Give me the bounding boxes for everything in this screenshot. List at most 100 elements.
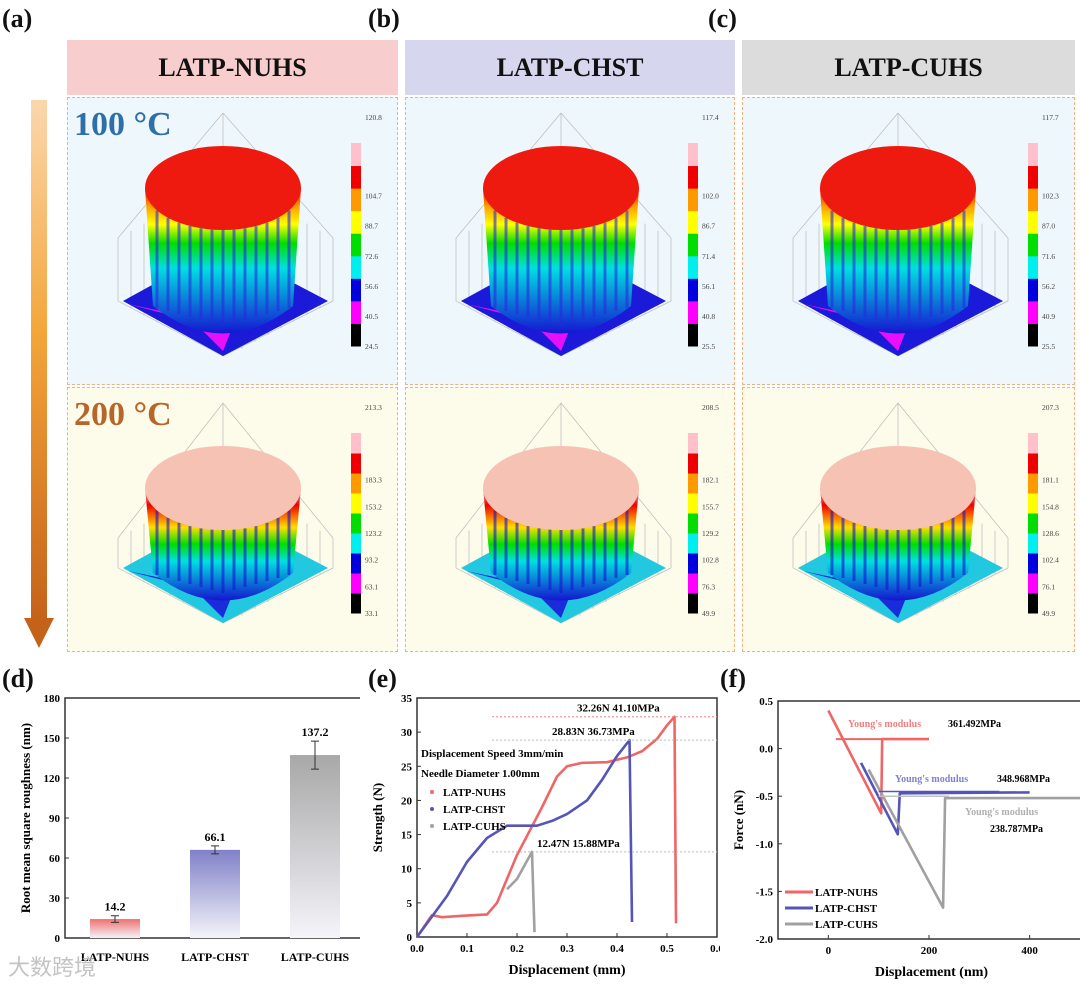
temperature-arrowhead bbox=[24, 618, 54, 648]
surface-plot: 120.8 104.7 88.7 72.6 56.6 40.5 24.5 bbox=[117, 112, 382, 357]
colorbar-segment bbox=[1028, 323, 1038, 347]
colorbar-segment bbox=[1028, 143, 1038, 167]
y-tick-label: 90 bbox=[49, 813, 61, 825]
colorbar-tick-label: 102.8 bbox=[702, 556, 719, 565]
colorbar-segment bbox=[1028, 573, 1038, 594]
colorbar-tick-label: 213.3 bbox=[365, 403, 382, 412]
colorbar-segment bbox=[351, 300, 361, 324]
colorbar-segment bbox=[351, 210, 361, 234]
colorbar-tick-label: 40.8 bbox=[702, 312, 715, 321]
colorbar-segment bbox=[1028, 513, 1038, 534]
y-tick-label: -1.0 bbox=[756, 839, 774, 851]
colorbar-segment bbox=[351, 553, 361, 574]
colorbar-segment bbox=[351, 573, 361, 594]
bar-value-label: 66.1 bbox=[205, 830, 226, 844]
colorbar-segment bbox=[1028, 553, 1038, 574]
colorbar-segment bbox=[351, 453, 361, 474]
colorbar-segment bbox=[688, 473, 698, 494]
peak-annotation: 12.47N 15.88MPa bbox=[537, 838, 620, 850]
error-bar bbox=[311, 740, 319, 770]
x-category-label: LATP-CHST bbox=[181, 950, 249, 964]
colorbar-segment bbox=[351, 278, 361, 302]
peak-annotation: 28.83N 36.73MPa bbox=[552, 726, 635, 738]
youngs-modulus-label: Young's modulus bbox=[848, 719, 921, 730]
x-tick-label: 400 bbox=[1021, 945, 1038, 957]
colorbar-tick-label: 117.7 bbox=[1042, 113, 1059, 122]
surface-panel: 117.4 102.0 86.7 71.4 56.1 40.8 25.5 bbox=[405, 97, 735, 385]
surface-plot: 117.7 102.3 87.0 71.6 56.2 40.9 25.5 bbox=[792, 112, 1059, 357]
header-cuhs: LATP-CUHS bbox=[742, 40, 1075, 95]
series-line-latp-cuhs bbox=[867, 768, 1080, 909]
legend-label: LATP-NUHS bbox=[443, 787, 506, 799]
surface-plot: 207.3 181.1 154.8 128.6 102.4 76.1 49.9 bbox=[792, 402, 1059, 624]
colorbar-segment bbox=[688, 255, 698, 279]
colorbar-segment bbox=[351, 188, 361, 212]
y-tick-label: 120 bbox=[44, 773, 61, 785]
legend-label: LATP-CHST bbox=[443, 804, 506, 816]
colorbar-tick-label: 63.1 bbox=[365, 582, 378, 591]
colorbar-tick-label: 153.2 bbox=[365, 502, 382, 511]
x-axis-label: Displacement (nm) bbox=[875, 965, 988, 980]
legend-marker bbox=[430, 807, 434, 811]
x-tick-label: 0.4 bbox=[610, 943, 624, 955]
surface-top bbox=[483, 446, 639, 530]
colorbar-tick-label: 128.6 bbox=[1042, 529, 1059, 538]
colorbar-tick-label: 129.2 bbox=[702, 529, 719, 538]
y-tick-label: 0.5 bbox=[759, 696, 773, 708]
bar-value-label: 14.2 bbox=[105, 900, 126, 914]
legend-marker bbox=[430, 824, 434, 828]
y-tick-label: -2.0 bbox=[756, 934, 774, 946]
y-tick-label: 180 bbox=[44, 693, 61, 705]
y-tick-label: 150 bbox=[44, 733, 61, 745]
surface-panel: 117.7 102.3 87.0 71.6 56.2 40.9 25.5 bbox=[742, 97, 1075, 385]
youngs-modulus-label: Young's modulus bbox=[895, 774, 968, 785]
surface-top bbox=[483, 146, 639, 230]
colorbar-segment bbox=[351, 513, 361, 534]
colorbar-tick-label: 86.7 bbox=[702, 222, 715, 231]
colorbar-tick-label: 155.7 bbox=[702, 502, 719, 511]
colorbar-segment bbox=[688, 233, 698, 257]
colorbar-segment bbox=[688, 300, 698, 324]
colorbar-segment bbox=[351, 473, 361, 494]
colorbar-segment bbox=[688, 493, 698, 514]
watermark: 大数跨境 bbox=[8, 956, 97, 981]
x-category-label: LATP-CUHS bbox=[281, 950, 350, 964]
colorbar-segment bbox=[351, 433, 361, 454]
test-condition-note: Displacement Speed 3mm/min bbox=[421, 748, 563, 760]
surface-plot: 213.3 183.3 153.2 123.2 93.2 63.1 33.1 bbox=[117, 402, 382, 624]
colorbar-tick-label: 76.1 bbox=[1042, 582, 1055, 591]
colorbar-tick-label: 93.2 bbox=[365, 556, 378, 565]
colorbar-segment bbox=[688, 210, 698, 234]
colorbar-tick-label: 40.9 bbox=[1042, 312, 1055, 321]
colorbar-tick-label: 102.3 bbox=[1042, 192, 1059, 201]
colorbar-tick-label: 49.9 bbox=[1042, 609, 1055, 618]
series-line-latp-chst bbox=[859, 762, 1030, 836]
series-line-latp-nuhs bbox=[415, 715, 678, 938]
colorbar-segment bbox=[688, 593, 698, 614]
surface-top bbox=[145, 146, 301, 230]
colorbar-segment bbox=[1028, 165, 1038, 189]
colorbar-segment bbox=[1028, 533, 1038, 554]
colorbar-tick-label: 207.3 bbox=[1042, 403, 1059, 412]
header-nuhs: LATP-NUHS bbox=[67, 40, 398, 95]
colorbar-tick-label: 183.3 bbox=[365, 476, 382, 485]
colorbar-tick-label: 56.6 bbox=[365, 282, 378, 291]
legend-label: LATP-CUHS bbox=[443, 821, 506, 833]
y-axis-label: Force (nN) bbox=[731, 790, 746, 850]
youngs-modulus-value: 348.968MPa bbox=[997, 774, 1050, 785]
colorbar-segment bbox=[351, 255, 361, 279]
surface-panel: 207.3 181.1 154.8 128.6 102.4 76.1 49.9 bbox=[742, 387, 1075, 652]
colorbar-tick-label: 25.5 bbox=[702, 342, 715, 351]
colorbar-segment bbox=[1028, 433, 1038, 454]
y-tick-label: 25 bbox=[401, 761, 413, 773]
colorbar-segment bbox=[351, 323, 361, 347]
y-tick-label: 0 bbox=[407, 932, 413, 944]
x-tick-label: 0.6 bbox=[710, 943, 720, 955]
colorbar-segment bbox=[688, 513, 698, 534]
colorbar-segment bbox=[351, 233, 361, 257]
panel-label-c: (c) bbox=[708, 4, 737, 33]
y-tick-label: 30 bbox=[401, 727, 413, 739]
colorbar-tick-label: 71.6 bbox=[1042, 252, 1055, 261]
series-line-latp-chst bbox=[415, 738, 634, 938]
